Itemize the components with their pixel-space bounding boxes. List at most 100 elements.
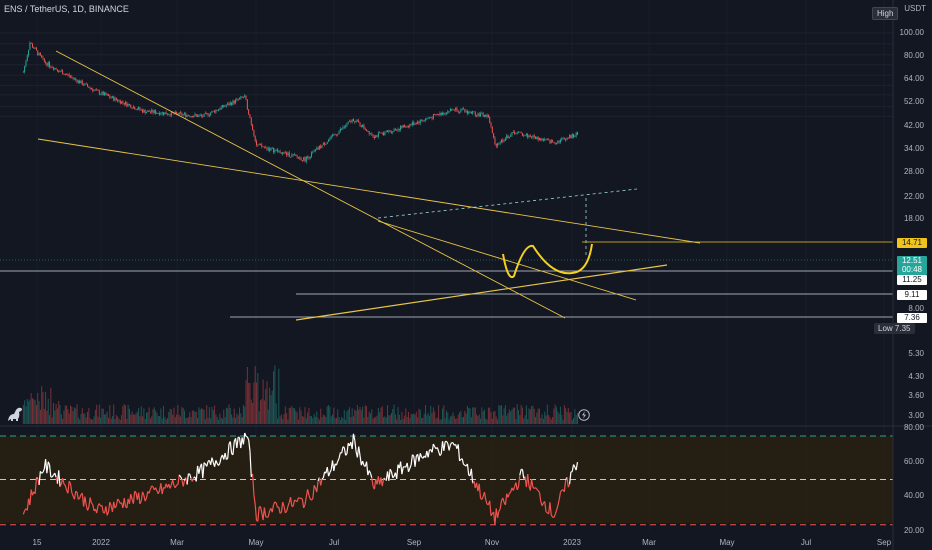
rsi-line-segment: [388, 469, 391, 481]
rsi-line-segment: [432, 443, 436, 447]
volume-bar: [313, 413, 315, 424]
rsi-line-segment: [419, 453, 423, 458]
rsi-line-segment: [553, 514, 556, 518]
volume-bar: [139, 415, 141, 424]
candle-body: [520, 132, 522, 133]
volume-bar: [55, 403, 57, 424]
volume-bar: [460, 410, 462, 424]
rsi-line-segment: [257, 507, 260, 522]
candle-body: [118, 100, 120, 102]
candle-body: [460, 109, 462, 113]
volume-bar: [324, 415, 326, 424]
rsi-line-segment: [51, 474, 54, 478]
candle-body: [190, 116, 192, 117]
volume-bar: [511, 409, 513, 424]
volume-bar: [81, 408, 83, 424]
volume-bar: [204, 419, 206, 424]
rsi-line-segment: [174, 484, 178, 489]
dino-logo-icon[interactable]: [6, 404, 26, 424]
volume-bar: [414, 414, 416, 424]
volume-bar: [291, 405, 293, 424]
volume-bar: [499, 405, 501, 424]
volume-bar: [58, 400, 60, 424]
candle-body: [321, 144, 323, 148]
candle-body: [92, 88, 94, 91]
candle-body: [478, 113, 480, 117]
rsi-line-segment: [280, 501, 284, 513]
volume-bar: [326, 406, 328, 424]
rsi-line-segment: [266, 516, 269, 518]
candle-body: [111, 96, 113, 98]
symbol-title[interactable]: ENS / TetherUS, 1D, BINANCE: [4, 4, 129, 14]
volume-bar: [286, 413, 288, 424]
rsi-line-segment: [249, 451, 252, 477]
volume-bar: [548, 414, 550, 424]
volume-bar: [79, 419, 81, 424]
volume-bar: [457, 414, 459, 424]
volume-bar: [528, 408, 530, 424]
rsi-line-segment: [567, 483, 571, 488]
candle-body: [81, 80, 83, 85]
rsi-line-segment: [342, 446, 345, 448]
rsi-line-segment: [275, 502, 279, 508]
candle-body: [301, 160, 303, 162]
candle-body: [452, 109, 454, 111]
rsi-line-segment: [358, 446, 361, 456]
candle-body: [523, 135, 525, 137]
rsi-line-segment: [483, 491, 487, 500]
candle-body: [451, 108, 453, 110]
rsi-line-segment: [418, 453, 421, 462]
rsi-line-segment: [263, 507, 267, 517]
volume-bar: [533, 408, 535, 424]
rsi-line-segment: [186, 473, 189, 485]
price-tick: 8.00: [908, 304, 924, 313]
lightning-icon[interactable]: [578, 409, 590, 421]
candle-body: [473, 111, 475, 113]
volume-bar: [476, 414, 478, 424]
volume-bar: [157, 416, 159, 424]
volume-bar: [220, 417, 222, 424]
candle-body: [442, 112, 444, 116]
volume-bar: [544, 411, 546, 424]
rsi-line-segment: [298, 497, 301, 499]
candle-body: [73, 78, 75, 80]
rsi-line-segment: [445, 441, 449, 444]
volume-bar: [98, 404, 100, 424]
candle-body: [144, 110, 146, 114]
volume-bar: [84, 413, 86, 424]
candle-body: [259, 143, 261, 145]
volume-bar: [197, 418, 199, 424]
volume-bar: [283, 414, 285, 424]
candle-body: [514, 131, 516, 134]
rsi-line-segment: [77, 497, 81, 500]
candle-body: [423, 120, 425, 122]
rsi-line-segment: [538, 492, 542, 502]
rsi-line-segment: [337, 458, 340, 462]
volume-bar: [46, 410, 48, 424]
candle-body: [379, 132, 381, 134]
volume-bar: [109, 405, 111, 424]
volume-bar: [312, 418, 314, 424]
volume-bar: [478, 414, 480, 424]
candle-body: [139, 107, 141, 110]
volume-bar: [41, 386, 43, 424]
rsi-line-segment: [481, 496, 484, 500]
volume-bar: [504, 405, 506, 424]
rsi-line-segment: [535, 487, 538, 490]
rsi-line-segment: [106, 511, 110, 516]
volume-bar: [571, 419, 573, 424]
volume-bar: [214, 405, 216, 424]
volume-bar: [177, 405, 179, 424]
volume-bar: [566, 411, 568, 424]
candle-body: [220, 107, 222, 110]
volume-bar: [240, 413, 242, 424]
candle-body: [309, 156, 311, 159]
candle-body: [157, 112, 159, 114]
candle-body: [392, 131, 394, 133]
volume-bar: [174, 417, 176, 424]
candle-body: [101, 91, 103, 95]
rsi-line-segment: [549, 502, 552, 516]
volume-bar: [70, 405, 71, 424]
candle-body: [352, 119, 354, 122]
